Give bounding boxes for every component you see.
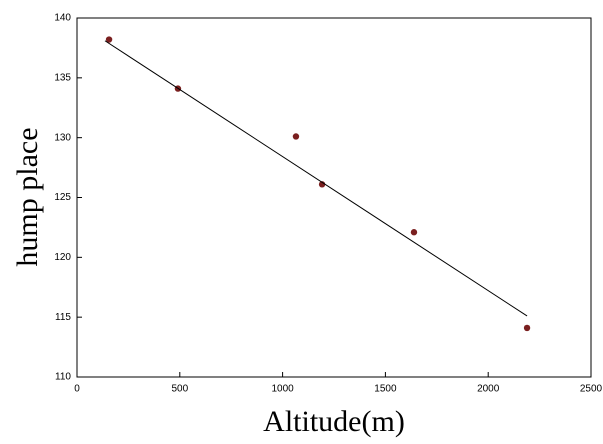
trend-line (104, 40, 528, 317)
y-tick-label: 135 (54, 72, 71, 83)
x-tick-label: 0 (74, 384, 80, 395)
x-tick-label: 1500 (374, 384, 397, 395)
plot-frame (76, 17, 592, 378)
y-tick-label: 115 (55, 312, 71, 323)
y-tick-label: 140 (54, 13, 71, 24)
data-point (523, 324, 531, 332)
data-point (318, 181, 326, 188)
data-point (105, 36, 113, 43)
y-axis-label: hump place (11, 127, 44, 266)
y-tick-label: 110 (55, 372, 71, 383)
x-axis-label: Altitude(m) (263, 405, 405, 438)
data-point (410, 229, 418, 236)
x-tick-label: 1000 (271, 384, 294, 395)
y-tick-label: 130 (54, 132, 71, 143)
y-tick-label: 125 (54, 192, 71, 203)
x-tick-label: 2000 (477, 384, 500, 395)
data-point (292, 133, 300, 140)
y-tick-label: 120 (54, 252, 71, 263)
x-tick-label: 2500 (580, 384, 603, 395)
x-tick-label: 500 (171, 384, 188, 395)
